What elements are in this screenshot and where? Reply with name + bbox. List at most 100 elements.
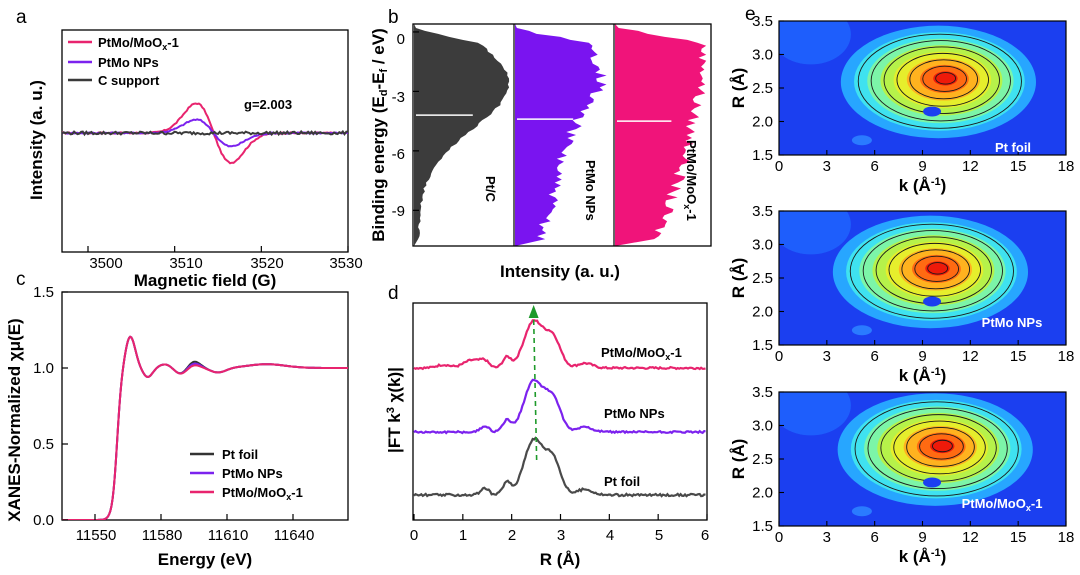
e-contour-1-3 [888, 242, 981, 297]
b-xlabel: Intensity (a. u.) [500, 262, 620, 281]
b-dos-1 [515, 24, 607, 246]
e-ytick-0-3: 3.0 [752, 47, 773, 64]
e-map-label-ptmo-moox: PtMo/MoOx-1 [962, 496, 1043, 513]
e-xlabel-0: k (Å-1) [899, 176, 947, 195]
e-ytick-0-0: 1.5 [752, 147, 773, 164]
e-ylabel-1: R (Å) [729, 258, 748, 299]
panel-b: b 0 -3 -6 -9 Binding energy (Ed-Ef / eV)… [369, 7, 712, 281]
e-contour-1-0 [849, 223, 1014, 319]
e-xtick-1-4: 12 [962, 348, 979, 365]
panel-a-ticks [87, 246, 349, 252]
e-xtick-2-0: 0 [775, 529, 783, 546]
a-legend-ptmo-moox: PtMo/MoOx-1 [98, 35, 179, 52]
b-ytick-3: -3 [392, 89, 405, 106]
e-contour-0-1 [870, 40, 1011, 122]
d-xtick-4: 4 [606, 527, 614, 544]
e-ytick-0-1: 2.0 [752, 114, 773, 131]
d-curve-label-pt-foil: Pt foil [604, 474, 640, 489]
b-ytick-6: -6 [392, 146, 405, 163]
a-xtick-3530: 3530 [329, 255, 362, 272]
c-xtick-11640: 11640 [274, 527, 315, 544]
e-xtick-0-0: 0 [775, 158, 783, 175]
panel-d-ticks [413, 514, 708, 520]
panel-b-strips [414, 24, 707, 246]
e-xtick-1-3: 9 [918, 348, 926, 365]
panel-e: e 0 3 6 9 12 15 181.52.02.53.03.5k (Å-1)R (Å)0… [729, 4, 1074, 566]
e-xtick-1-0: 0 [775, 348, 783, 365]
c-ytick-05: 0.5 [33, 436, 54, 453]
e-dip2-1 [851, 325, 872, 336]
e-contour-0-5 [922, 65, 968, 92]
d-xtick-6: 6 [701, 527, 709, 544]
e-fill-0-7 [933, 71, 958, 86]
panel-b-letter: b [388, 7, 399, 28]
e-map-body-0 [779, 21, 1066, 155]
c-ytick-15: 1.5 [33, 284, 54, 301]
panel-d-curves [413, 319, 706, 498]
e-contour-2-3 [893, 420, 986, 475]
panel-c-curves [62, 335, 348, 520]
e-map-glow-0 [779, 21, 851, 65]
b-ytick-0: 0 [397, 31, 405, 48]
d-xtick-1: 1 [459, 527, 467, 544]
e-contour-1-1 [862, 230, 1003, 312]
e-xtick-0-1: 3 [823, 158, 831, 175]
e-map-glow-1 [779, 211, 851, 255]
b-dos-0 [414, 24, 510, 246]
e-xtick-0-6: 18 [1058, 158, 1075, 175]
e-dip-2 [923, 477, 942, 488]
panel-c-ticks [62, 291, 294, 521]
a-annotation-g: g=2.003 [244, 97, 292, 112]
e-xtick-2-4: 12 [962, 529, 979, 546]
e-xlabel-1: k (Å-1) [899, 366, 947, 385]
e-contour-1-4 [901, 249, 971, 290]
e-ytick-2-0: 1.5 [752, 518, 773, 535]
e-fill-2-7 [930, 439, 955, 454]
e-dip2-2 [851, 506, 872, 517]
e-xtick-1-2: 6 [870, 348, 878, 365]
e-map-label-ptmo-nps: PtMo NPs [982, 315, 1043, 330]
e-ytick-1-3: 3.0 [752, 237, 773, 254]
e-contour-1-6 [927, 262, 949, 275]
panel-d-letter: d [388, 283, 399, 304]
e-fill-1-7 [925, 261, 950, 276]
c-ytick-0: 0.0 [33, 512, 54, 529]
e-map-body-1 [779, 211, 1066, 345]
c-legend-pt-foil: Pt foil [222, 447, 258, 462]
e-contour-0-0 [857, 33, 1022, 129]
panel-d: d 0 1 2 3 4 5 6 R (Å) |FT k3 χ(k)| PtMo/… [385, 283, 709, 569]
a-xtick-3500: 3500 [89, 255, 122, 272]
e-ytick-2-3: 3.0 [752, 418, 773, 435]
e-map-body-2 [779, 392, 1066, 526]
e-ylabel-0: R (Å) [729, 68, 748, 109]
b-strip-label-ptmo-nps: PtMo NPs [583, 160, 598, 221]
e-ytick-1-2: 2.5 [752, 270, 773, 287]
a-xtick-3510: 3510 [169, 255, 202, 272]
panel-c-frame [61, 291, 349, 521]
e-contour-2-6 [932, 439, 953, 453]
a-xtick-3520: 3520 [250, 255, 283, 272]
c-series-2 [62, 335, 348, 520]
e-map-1: 0 3 6 9 12 15 18 1.5 2.0 2.5 3.0 3.5 k (Å-1) R (Å) [729, 203, 1074, 385]
d-ylabel: |FT k3 χ(k)| [385, 367, 404, 453]
e-ytick-1-1: 2.0 [752, 304, 773, 321]
e-dip-0 [923, 106, 942, 117]
panel-e-letter: e [745, 4, 756, 25]
panel-e-maps: 0 3 6 9 12 15 18 1.5 2.0 2.5 3.0 3.5 k (Å-1) R (Å) 0 3 6… [729, 13, 1075, 566]
panel-a-frame [61, 29, 349, 253]
a-legend: PtMo/MoOx-1 PtMo NPs C support [68, 35, 179, 88]
e-xtick-0-4: 12 [962, 158, 979, 175]
e-map-2: 0 3 6 9 12 15 18 1.5 2.0 2.5 3.0 3.5 k (Å-1) R (Å) [729, 384, 1075, 566]
e-xtick-2-6: 18 [1058, 529, 1075, 546]
e-ytick-1-0: 1.5 [752, 337, 773, 354]
d-peak-marker-arrow [528, 305, 539, 318]
e-xtick-0-2: 6 [870, 158, 878, 175]
e-contour-0-2 [883, 46, 1000, 115]
e-contour-2-0 [854, 401, 1019, 497]
e-xtick-1-1: 3 [823, 348, 831, 365]
b-ylabel: Binding energy (Ed-Ef / eV) [369, 28, 390, 242]
a-series-2 [62, 129, 348, 137]
a-ylabel: Intensity (a. u.) [27, 80, 46, 200]
c-legend-ptmo-moox: PtMo/MoOx-1 [222, 485, 303, 502]
e-map-0: 0 3 6 9 12 15 18 1.5 2.0 2.5 3.0 3.5 k (Å-1) R (Å) [729, 13, 1075, 195]
